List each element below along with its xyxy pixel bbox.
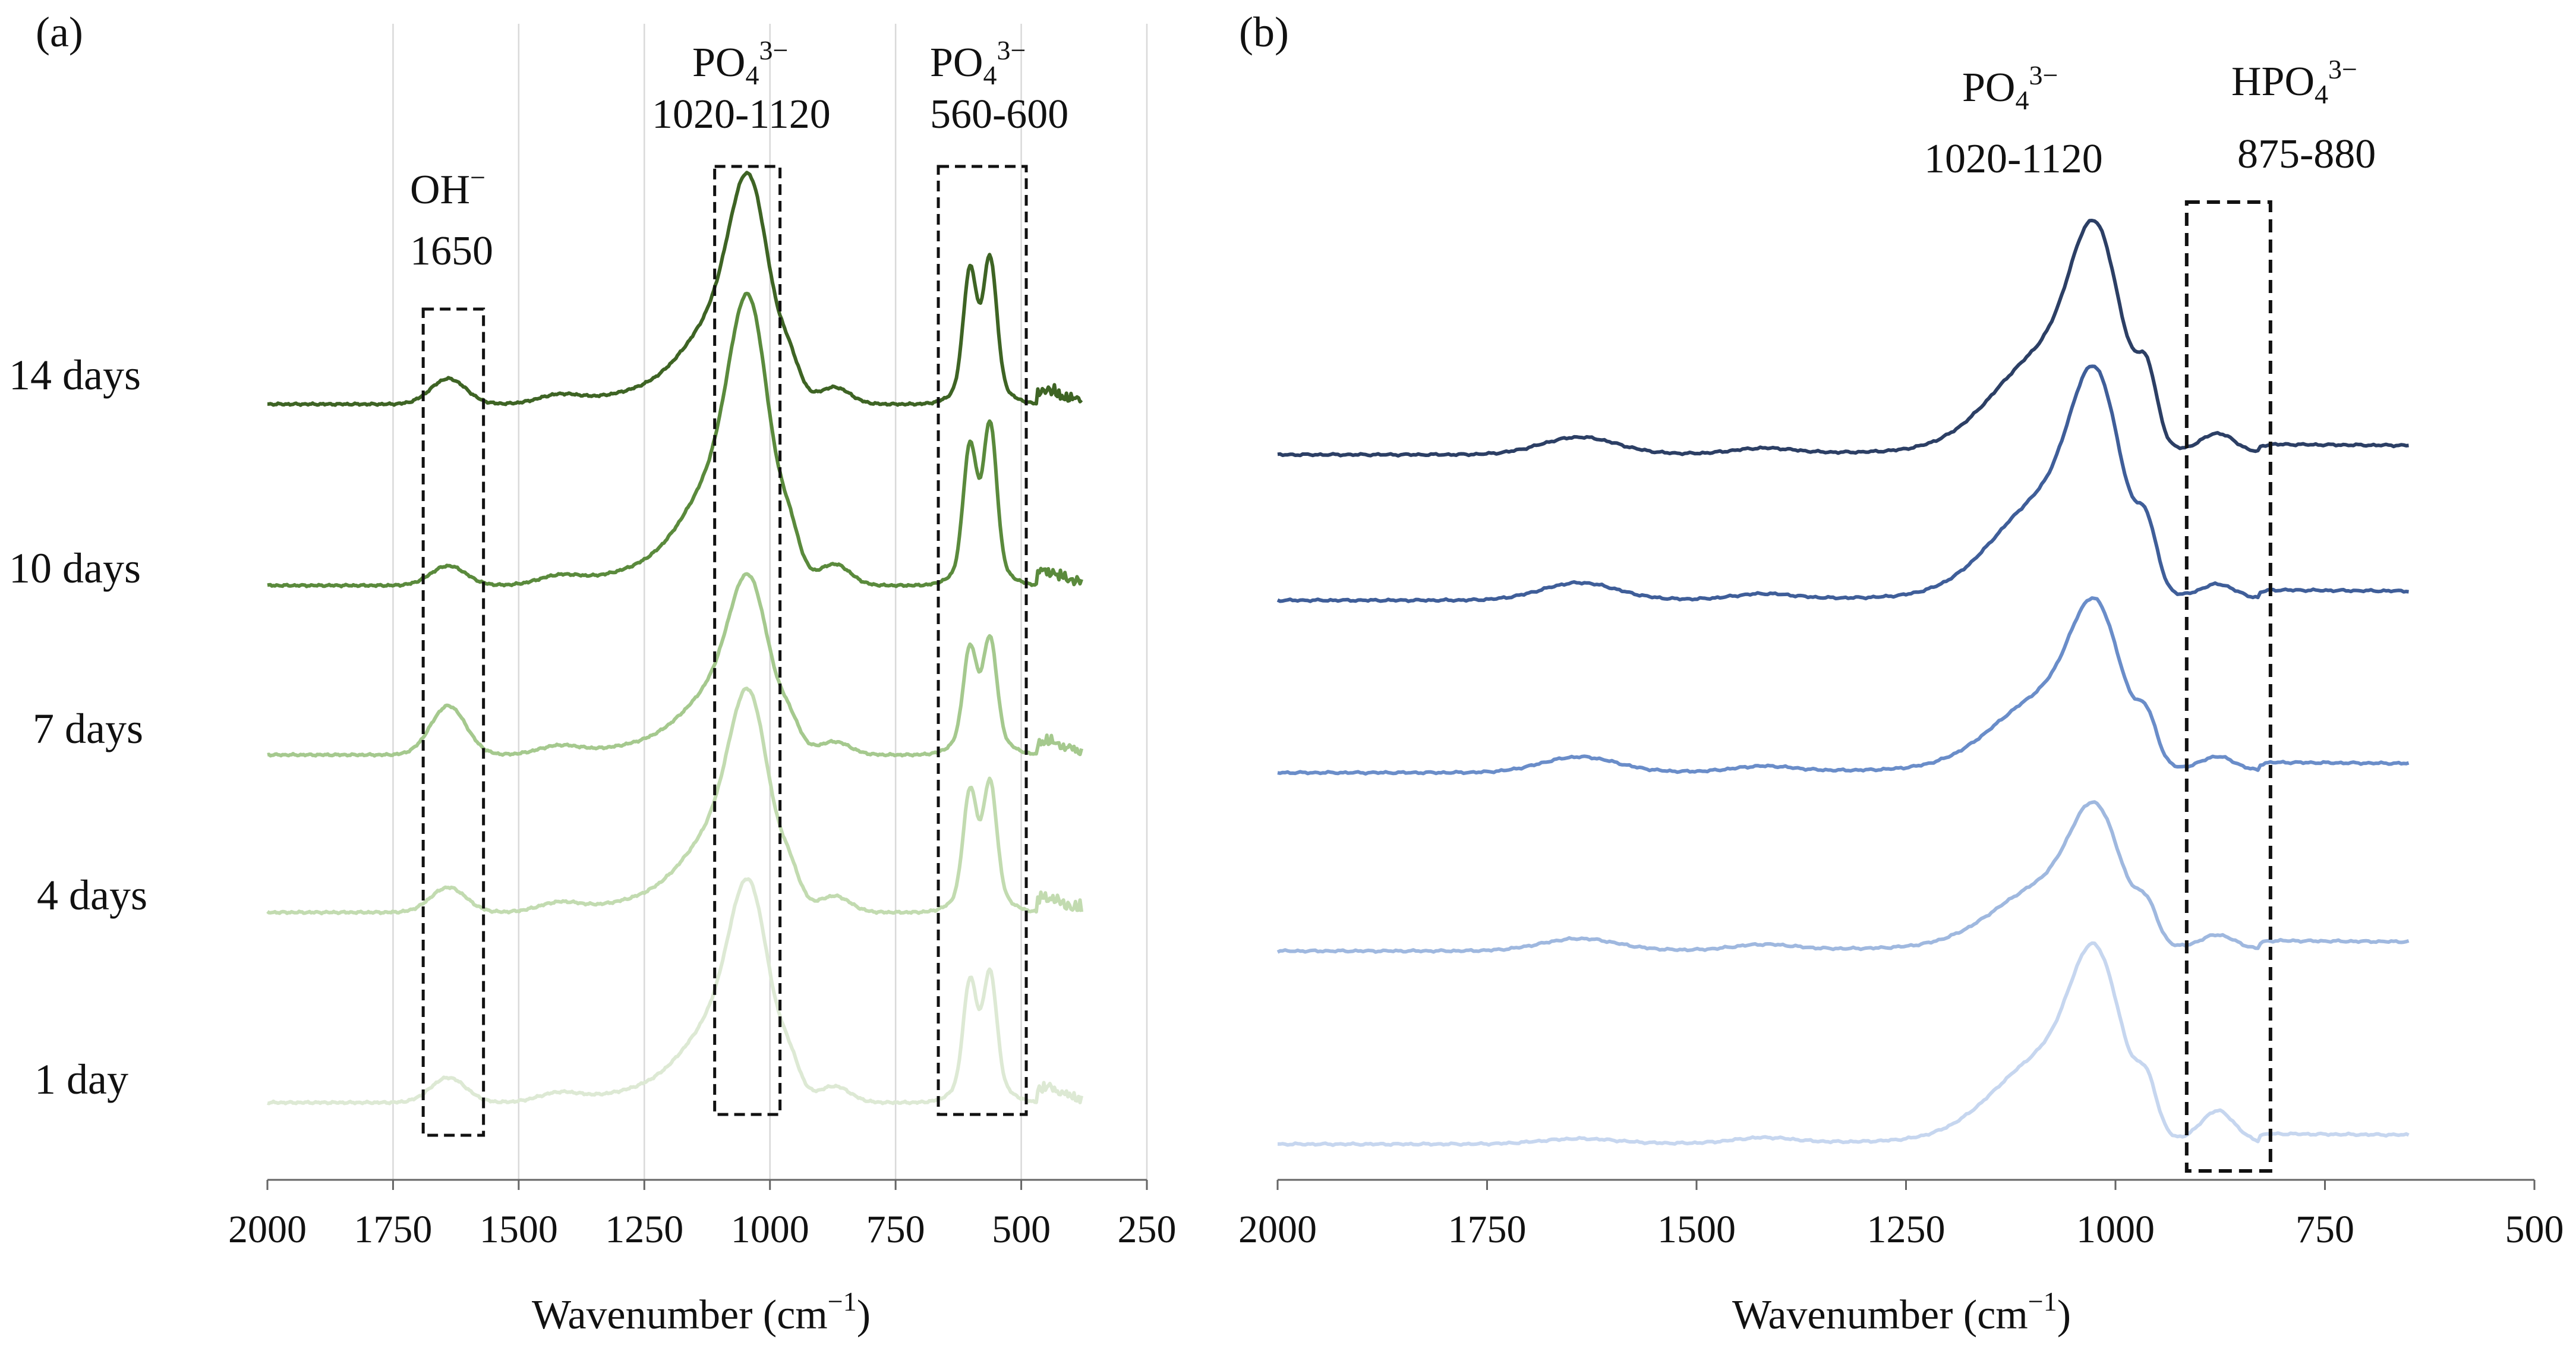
annotation-po4: PO43− 1020-1120	[1924, 60, 2103, 182]
panel-a-series-line	[267, 291, 1083, 588]
panel-b: (b) 2000 1750 1500 1250 1000 750 500 PO43− 102…	[1238, 8, 2564, 1338]
panel-b-series-line	[1278, 941, 2410, 1147]
annotation-hpo4-range: 875-880	[2237, 131, 2376, 177]
panel-b-tick-label: 500	[2505, 1208, 2564, 1251]
panel-a-ticks: 2000 1750 1500 1250 1000 750 500 250	[228, 1180, 1177, 1251]
annotation-oh-label: OH−	[410, 162, 485, 213]
panel-b-tick-label: 2000	[1238, 1208, 1317, 1251]
panel-a-day-label: 14 days	[9, 351, 141, 399]
panel-a-day-label: 7 days	[33, 705, 143, 752]
panel-b-annotation-boxes	[2184, 200, 2272, 1173]
panel-a-series	[266, 171, 1084, 1106]
panel-b-tick-label: 1000	[2076, 1208, 2155, 1251]
annotation-box-po4-a	[713, 165, 782, 1116]
annotation-oh-range: 1650	[410, 228, 493, 274]
panel-a-tick-label: 1750	[354, 1208, 432, 1251]
panel-b-x-axis-label: Wavenumber (cm−1)	[1732, 1286, 2071, 1338]
panel-a: (a) 2000 1750 1500 1250 1000 750 500 250 1 day 4…	[9, 8, 1177, 1338]
panel-a-gridlines	[392, 24, 1148, 1180]
panel-b-tick-label: 1750	[1448, 1208, 1527, 1251]
panel-b-series-line	[1277, 219, 2409, 458]
annotation-box-po4-b	[937, 165, 1028, 1116]
annotation-hpo4: HPO43− 875-880	[2231, 54, 2376, 177]
panel-a-x-axis-label: Wavenumber (cm−1)	[532, 1286, 871, 1338]
annotation-box-hpo4	[2184, 200, 2272, 1173]
panel-a-tick-label: 2000	[228, 1208, 307, 1251]
panel-b-tick-label: 1250	[1867, 1208, 1946, 1251]
panel-b-tick-label: 750	[2296, 1208, 2354, 1251]
panel-b-series	[1276, 219, 2410, 1147]
panel-a-day-label: 4 days	[37, 871, 147, 919]
panel-a-series-line	[267, 171, 1083, 407]
panel-a-tick-label: 500	[992, 1208, 1051, 1251]
annotation-box-oh	[421, 307, 485, 1137]
annotation-po4-b: PO43− 560-600	[930, 35, 1068, 137]
annotation-po4-a-label: PO43−	[692, 35, 788, 90]
panel-a-tick-label: 750	[866, 1208, 925, 1251]
panel-b-series-line	[1277, 596, 2410, 776]
panel-a-series-line	[266, 687, 1084, 915]
panel-a-day-label: 1 day	[34, 1056, 128, 1103]
panel-b-series-line	[1276, 364, 2409, 603]
panel-a-day-labels: 1 day 4 days 7 days 10 days 14 days	[9, 351, 147, 1103]
annotation-po4-label: PO43−	[1962, 60, 2058, 115]
annotation-po4-range: 1020-1120	[1924, 136, 2103, 182]
panel-a-tick-label: 1000	[731, 1208, 809, 1251]
annotation-po4-a: PO43− 1020-1120	[652, 35, 831, 137]
panel-a-series-line	[267, 877, 1084, 1106]
panel-b-ticks: 2000 1750 1500 1250 1000 750 500	[1238, 1180, 2564, 1251]
panel-a-tick-label: 1500	[480, 1208, 558, 1251]
annotation-po4-a-range: 1020-1120	[652, 92, 831, 137]
panel-a-tick-label: 250	[1118, 1208, 1177, 1251]
annotation-po4-b-label: PO43−	[930, 35, 1026, 90]
panel-b-tick-label: 1500	[1657, 1208, 1736, 1251]
annotation-hpo4-label: HPO43−	[2231, 54, 2357, 109]
panel-b-letter: (b)	[1239, 8, 1289, 56]
panel-a-series-line	[267, 572, 1083, 758]
panel-a-tick-label: 1250	[605, 1208, 683, 1251]
annotation-oh: OH− 1650	[410, 162, 493, 274]
panel-a-annotation-boxes	[421, 165, 1028, 1137]
panel-a-day-label: 10 days	[9, 544, 141, 592]
panel-a-letter: (a)	[36, 8, 83, 56]
annotation-po4-b-range: 560-600	[930, 92, 1068, 137]
panel-b-series-line	[1276, 800, 2410, 954]
